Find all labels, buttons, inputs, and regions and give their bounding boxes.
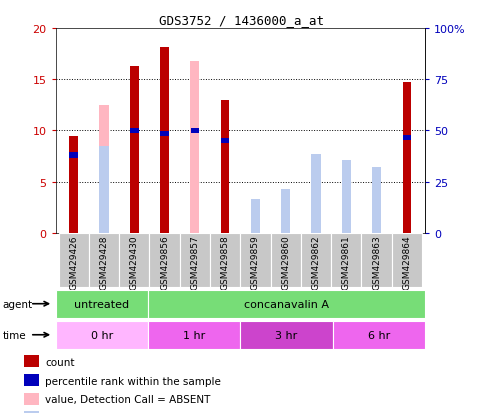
Bar [160, 132, 169, 137]
Bar [251, 218, 260, 233]
Bar [342, 161, 351, 233]
FancyBboxPatch shape [180, 233, 210, 287]
Text: GSM429428: GSM429428 [99, 235, 109, 290]
Text: untreated: untreated [74, 299, 129, 309]
Bar [99, 106, 109, 233]
FancyBboxPatch shape [89, 233, 119, 287]
Text: percentile rank within the sample: percentile rank within the sample [45, 376, 221, 386]
Bar [403, 136, 411, 141]
Text: GSM429862: GSM429862 [312, 235, 321, 290]
FancyBboxPatch shape [392, 233, 422, 287]
Text: GSM429858: GSM429858 [221, 235, 229, 290]
Text: 6 hr: 6 hr [368, 330, 390, 340]
FancyBboxPatch shape [301, 233, 331, 287]
Text: GSM429864: GSM429864 [402, 235, 412, 290]
Text: GSM429860: GSM429860 [281, 235, 290, 290]
FancyBboxPatch shape [58, 233, 89, 287]
Text: 1 hr: 1 hr [183, 330, 205, 340]
Bar [70, 136, 78, 233]
Text: GSM429857: GSM429857 [190, 235, 199, 290]
FancyBboxPatch shape [361, 233, 392, 287]
Text: 3 hr: 3 hr [275, 330, 298, 340]
FancyBboxPatch shape [149, 233, 180, 287]
Text: concanavalin A: concanavalin A [244, 299, 329, 309]
Text: GSM429861: GSM429861 [342, 235, 351, 290]
Text: GSM429426: GSM429426 [69, 235, 78, 290]
FancyBboxPatch shape [241, 321, 333, 349]
Text: GSM429856: GSM429856 [160, 235, 169, 290]
FancyBboxPatch shape [270, 233, 301, 287]
Bar [24, 393, 39, 405]
Bar [24, 411, 39, 413]
Text: GDS3752 / 1436000_a_at: GDS3752 / 1436000_a_at [159, 14, 324, 27]
Bar [403, 83, 411, 233]
Bar [281, 211, 290, 233]
Text: 0 hr: 0 hr [91, 330, 113, 340]
Text: GSM429430: GSM429430 [130, 235, 139, 290]
Bar [24, 374, 39, 386]
FancyBboxPatch shape [333, 321, 425, 349]
Bar [70, 153, 78, 158]
Bar [281, 190, 290, 233]
Bar [160, 48, 169, 233]
Bar [130, 67, 139, 233]
FancyBboxPatch shape [56, 321, 148, 349]
Bar [191, 128, 199, 134]
Text: count: count [45, 357, 74, 367]
FancyBboxPatch shape [148, 290, 425, 318]
Bar [221, 139, 229, 144]
Bar [372, 168, 381, 233]
FancyBboxPatch shape [241, 233, 270, 287]
Bar [312, 154, 321, 233]
Bar [251, 199, 260, 233]
FancyBboxPatch shape [119, 233, 149, 287]
FancyBboxPatch shape [56, 290, 148, 318]
Bar [24, 356, 39, 368]
Text: GSM429859: GSM429859 [251, 235, 260, 290]
Text: time: time [2, 330, 26, 340]
Bar [221, 100, 229, 233]
FancyBboxPatch shape [210, 233, 241, 287]
Bar [190, 62, 199, 233]
FancyBboxPatch shape [331, 233, 361, 287]
Bar [130, 128, 139, 134]
Text: agent: agent [2, 299, 32, 309]
Text: value, Detection Call = ABSENT: value, Detection Call = ABSENT [45, 394, 211, 404]
FancyBboxPatch shape [148, 321, 241, 349]
Text: GSM429863: GSM429863 [372, 235, 381, 290]
Bar [99, 147, 109, 233]
